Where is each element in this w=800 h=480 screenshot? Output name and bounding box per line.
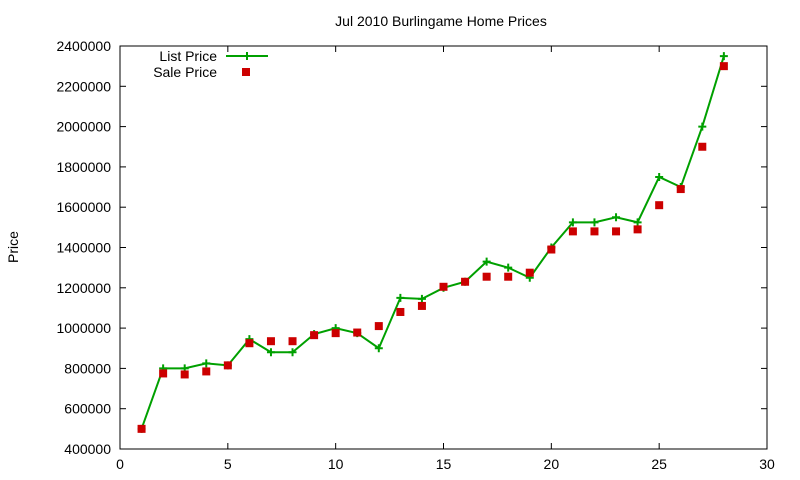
x-tick-label: 20 [544,456,560,472]
sale-price-point [612,227,621,236]
x-tick-label: 25 [651,456,667,472]
x-tick-label: 15 [436,456,452,472]
y-axis-label: Price [5,231,21,263]
legend-square-marker [242,68,250,76]
sale-price-point [353,328,362,337]
y-tick-label: 2200000 [56,78,111,94]
y-tick-label: 400000 [64,441,111,457]
sale-price-point [137,424,146,433]
list-price-point [504,263,513,272]
x-tick-label: 30 [759,456,775,472]
x-tick-label: 0 [116,456,124,472]
sale-price-point [655,201,664,210]
sale-price-point [590,227,599,236]
sale-price-point [439,282,448,291]
list-price-point [417,294,426,303]
plot-frame [119,45,768,450]
y-tick-label: 2400000 [56,38,111,54]
sale-price-point [719,62,728,71]
list-price-point [655,172,664,181]
legend-label: Sale Price [153,64,217,80]
series-1 [137,62,728,433]
list-price-point [633,218,642,227]
list-price-point [396,293,405,302]
series-0 [137,52,728,433]
list-price-point [266,348,275,357]
list-price-point [568,218,577,227]
sale-price-point [525,268,534,277]
sale-price-point [676,185,685,194]
series-layer [137,52,728,433]
y-tick-label: 800000 [64,360,111,376]
list-price-point [590,218,599,227]
sale-price-point [331,329,340,338]
sale-price-point [159,369,168,378]
list-price-point [698,122,707,131]
sale-price-point [180,370,189,379]
list-price-line [140,55,725,430]
sale-price-point [417,301,426,310]
sale-price-point [223,361,232,370]
sale-price-point [202,367,211,376]
legend-label: List Price [159,48,217,64]
sale-price-point [568,227,577,236]
x-tick-label: 10 [328,456,344,472]
y-tick-label: 1000000 [56,320,111,336]
y-tick-label: 600000 [64,401,111,417]
list-price-point [719,52,728,61]
sale-price-point [266,337,275,346]
list-price-point [374,344,383,353]
sale-price-point [310,331,319,340]
y-tick-label: 1200000 [56,280,111,296]
list-price-point [288,348,297,357]
y-tick-label: 1400000 [56,240,111,256]
sale-price-point [396,307,405,316]
sale-price-point [504,272,513,281]
sale-price-point [245,339,254,348]
sale-price-point [461,277,470,286]
y-tick-label: 2000000 [56,119,111,135]
list-price-point [202,359,211,368]
y-tick-label: 1600000 [56,199,111,215]
sale-price-point [374,322,383,331]
list-price-point [482,257,491,266]
list-price-point [612,213,621,222]
y-tick-label: 1800000 [56,159,111,175]
axis-ticks: 0 5 10 15 20 25 30 400000 600000 800000 1000000 120… [56,38,775,472]
sale-price-point [288,337,297,346]
sale-price-point [698,142,707,151]
sale-price-point [633,225,642,234]
x-tick-label: 5 [224,456,232,472]
legend-plus-marker [243,52,251,60]
sale-price-point [547,245,556,254]
chart-title: Jul 2010 Burlingame Home Prices [335,13,547,29]
sale-price-point [482,272,491,281]
